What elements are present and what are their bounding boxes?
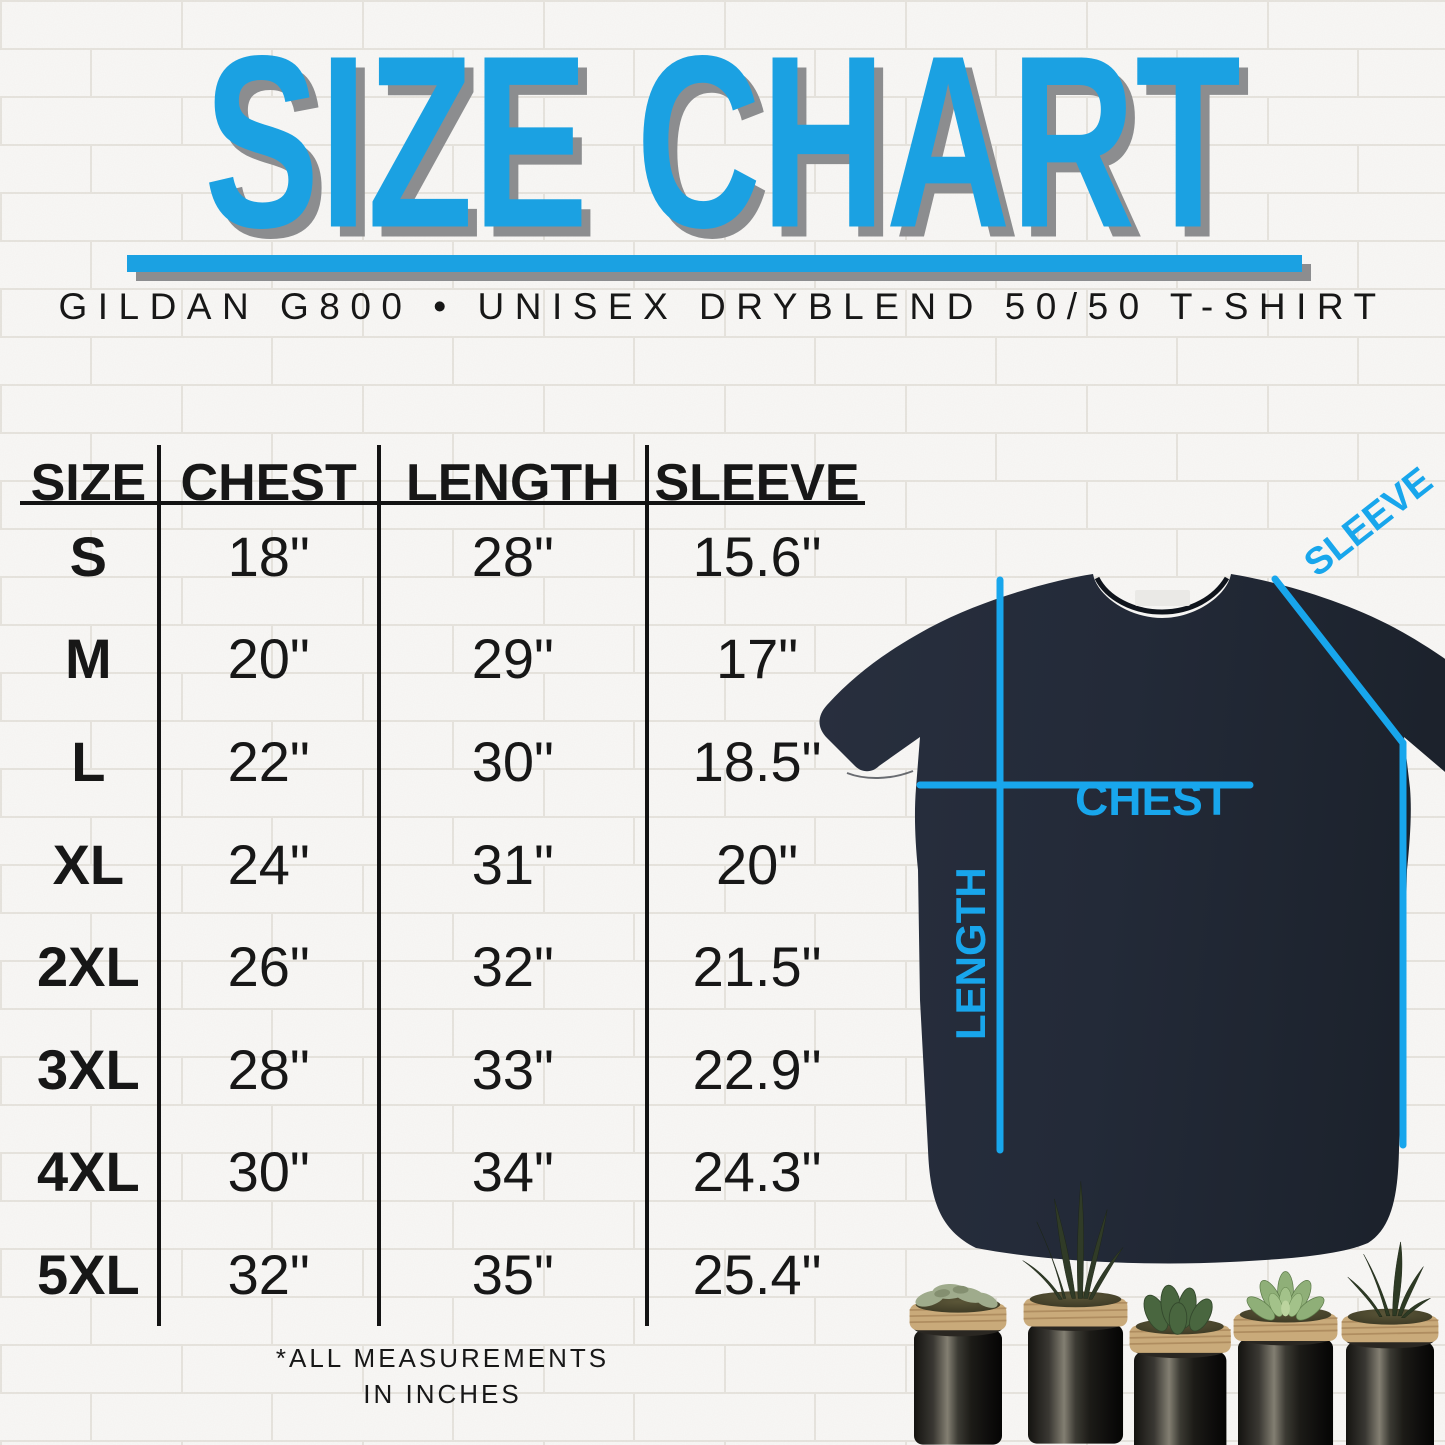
svg-text:CHEST: CHEST — [1075, 773, 1231, 825]
svg-text:LENGTH: LENGTH — [947, 867, 994, 1040]
